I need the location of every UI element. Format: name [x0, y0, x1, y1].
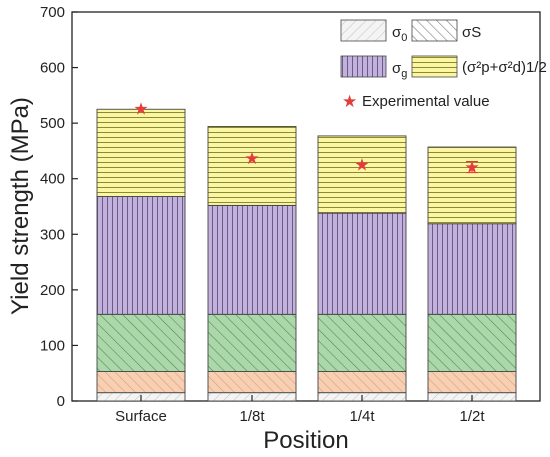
- legend-label-sigma0: σ0: [392, 24, 407, 44]
- error-bar-4: [466, 160, 478, 174]
- x-axis: Surface 1/8t 1/4t 1/2t: [115, 395, 485, 425]
- bar-segment-sigmaS-1: [96, 371, 186, 394]
- legend-label-sigmag: σg: [392, 60, 407, 80]
- legend-swatch-sigmag: [340, 55, 387, 78]
- legend-swatch-sigma0: [340, 19, 387, 42]
- x-tick-label-2: 1/8t: [239, 408, 265, 425]
- bar-segment-sigmaS-3: [317, 371, 407, 394]
- y-tick-label-700: 700: [40, 4, 65, 21]
- bar-segment-sigmaS-4: [427, 371, 517, 394]
- bar-segment-sigma_pd-2: [207, 126, 297, 206]
- experimental-markers: ★ ★ ★ ★: [133, 100, 479, 177]
- y-tick-label-600: 600: [40, 60, 65, 77]
- legend-label-sigmaS: σS: [462, 24, 481, 41]
- y-tick-label-0: 0: [57, 393, 65, 410]
- y-tick-label-400: 400: [40, 171, 65, 188]
- x-tick-label-3: 1/4t: [349, 408, 375, 425]
- bar-segment-sigmaP-2: [207, 313, 297, 372]
- legend: σ0 σS σg (σ²p+σ²d)1/2 ★ Experimental val…: [340, 19, 547, 111]
- bar-segment-sigma_pd-4: [427, 146, 517, 225]
- experimental-point-1: ★: [133, 100, 148, 119]
- bar-segment-sigmag-1: [96, 196, 186, 315]
- legend-swatch-sigma-pd: [411, 55, 458, 78]
- y-tick-label-100: 100: [40, 337, 65, 354]
- bar-segment-sigmaS-2: [207, 371, 297, 394]
- legend-label-experimental: Experimental value: [362, 93, 490, 110]
- y-axis-title: Yield strength (MPa): [7, 97, 34, 315]
- bar-segment-sigmag-2: [207, 204, 297, 315]
- legend-label-sigma-pd: (σ²p+σ²d)1/2: [462, 59, 547, 76]
- bar-segment-sigmag-4: [427, 223, 517, 315]
- experimental-point-3: ★: [354, 155, 369, 174]
- bar-segment-sigmaP-1: [96, 313, 186, 372]
- y-axis: 0 100 200 300 400 500 600 700: [40, 4, 78, 410]
- y-tick-label-500: 500: [40, 115, 65, 132]
- y-tick-label-300: 300: [40, 226, 65, 243]
- plot-frame: [71, 11, 541, 402]
- x-axis-title: Position: [263, 427, 348, 454]
- bar-segment-sigmaP-3: [317, 313, 407, 372]
- experimental-point-4: ★: [464, 158, 479, 177]
- bar-segment-sigmag-3: [317, 212, 407, 315]
- x-tick-label-4: 1/2t: [459, 408, 485, 425]
- bar-segment-sigmaP-4: [427, 313, 517, 372]
- legend-swatch-sigmaS: [411, 19, 458, 42]
- legend-experimental-marker: ★: [342, 92, 357, 111]
- bar-stacks: [96, 108, 517, 402]
- experimental-point-2: ★: [244, 149, 259, 168]
- bar-segment-sigma_pd-1: [96, 108, 186, 197]
- y-tick-label-200: 200: [40, 282, 65, 299]
- bar-segment-sigma_pd-3: [317, 135, 407, 214]
- x-tick-label-1: Surface: [115, 408, 167, 425]
